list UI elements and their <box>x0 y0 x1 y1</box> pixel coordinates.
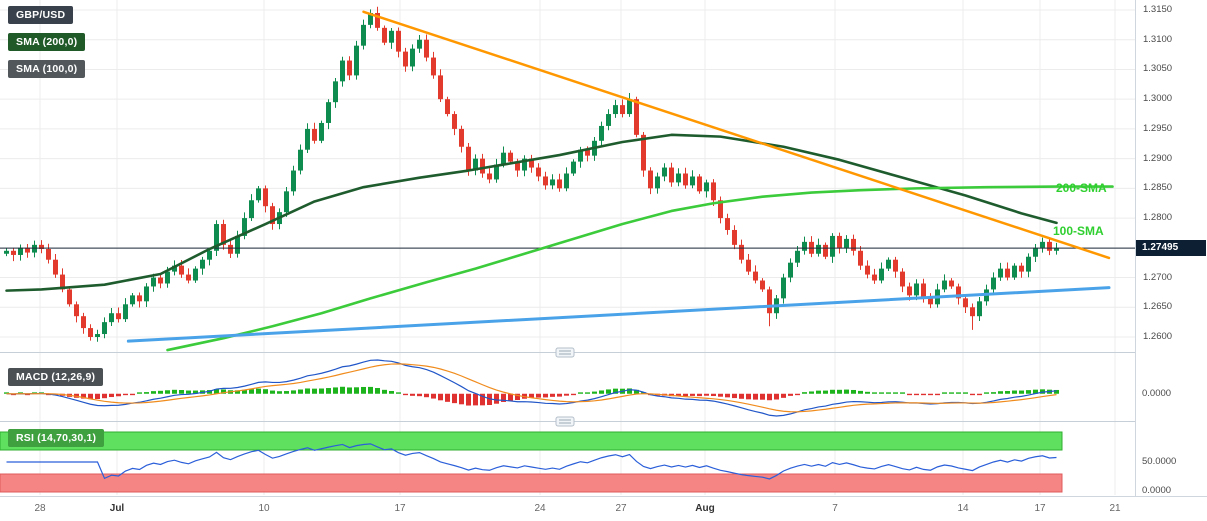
time-tick-label: 24 <box>534 503 546 514</box>
price-tick-label: 1.2900 <box>1143 152 1173 164</box>
time-tick-label: 17 <box>1034 503 1046 514</box>
sma-200-line-label: 200-SMA <box>1056 181 1107 195</box>
time-tick-label: 28 <box>34 503 46 514</box>
time-tick-label: Jul <box>109 503 125 514</box>
sma-100-line-label: 100-SMA <box>1053 224 1104 238</box>
price-tick-label: 1.3150 <box>1143 4 1173 15</box>
price-tick-label: 1.2650 <box>1143 301 1173 313</box>
macd-zero-label: 0.0000 <box>1142 387 1172 399</box>
time-tick-label: 21 <box>1109 503 1121 514</box>
price-tick-label: 1.3000 <box>1143 93 1173 105</box>
panel-resize-handle[interactable] <box>555 347 575 358</box>
time-tick-label: 10 <box>258 503 270 514</box>
sma-200-badge[interactable]: SMA (200,0) <box>8 33 86 51</box>
time-tick-label: 27 <box>615 503 627 514</box>
sma-100-badge[interactable]: SMA (100,0) <box>8 60 86 78</box>
panel-resize-handle[interactable] <box>555 416 575 427</box>
price-tick-label: 1.3050 <box>1143 63 1173 75</box>
time-tick-label: 14 <box>957 503 969 514</box>
price-tick-label: 1.2600 <box>1143 331 1173 342</box>
macd-badge[interactable]: MACD (12,26,9) <box>8 368 104 386</box>
rsi-badge[interactable]: RSI (14,70,30,1) <box>8 429 105 447</box>
symbol-badge[interactable]: GBP/USD <box>8 6 74 24</box>
rsi-zero-label: 0.0000 <box>1142 485 1172 496</box>
price-tick-label: 1.2950 <box>1143 122 1173 134</box>
time-tick-label: 17 <box>394 503 406 514</box>
time-tick-label: 7 <box>832 503 838 514</box>
rsi-mid-label: 50.0000 <box>1142 456 1177 467</box>
time-axis[interactable]: 28 Jul 10 17 24 27 Aug 7 14 17 21 <box>0 496 1207 521</box>
current-price-badge: 1.27495 <box>1136 240 1206 256</box>
chart-canvas[interactable] <box>0 0 1135 496</box>
price-tick-label: 1.3100 <box>1143 33 1173 45</box>
time-tick-label: Aug <box>695 503 715 514</box>
price-tick-label: 1.2800 <box>1143 212 1173 224</box>
price-tick-label: 1.2700 <box>1143 271 1173 283</box>
price-tick-label: 1.2850 <box>1143 182 1173 194</box>
